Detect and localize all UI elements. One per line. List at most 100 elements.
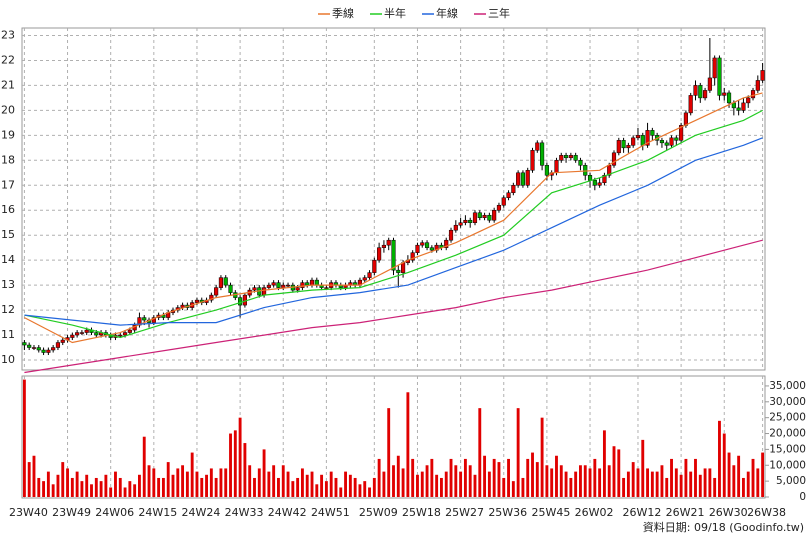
candle-body (453, 224, 458, 231)
volume-bar (694, 458, 697, 497)
y-tick-label: 15 (1, 228, 15, 241)
candle-body (736, 107, 741, 111)
x-tick-label: 24W15 (138, 506, 177, 519)
x-tick-label: 24W51 (311, 506, 350, 519)
candle-body (525, 170, 530, 186)
volume-bar (487, 471, 491, 497)
candle-body (324, 287, 329, 289)
candle-body (420, 242, 425, 246)
y-tick-label: 21 (1, 78, 15, 91)
volume-bar (363, 481, 367, 497)
volume-bar (550, 468, 554, 497)
volume-bar (51, 484, 55, 497)
candle-body (563, 155, 569, 159)
candle-body (223, 277, 228, 286)
candle-body (276, 282, 281, 288)
volume-bar (416, 474, 419, 497)
candle-body (22, 342, 27, 346)
y2-tick-label: 25,000 (769, 412, 806, 424)
x-tick-label: 25W45 (531, 506, 570, 519)
x-tick-label: 24W33 (225, 506, 264, 519)
candle-body (444, 239, 449, 248)
volume-bar (142, 436, 146, 497)
volume-bar (559, 465, 563, 497)
volume-bar (133, 484, 137, 497)
candle-body (573, 155, 578, 161)
volume-bar (741, 477, 745, 497)
volume-bar (732, 465, 736, 497)
volume-bar (353, 477, 357, 497)
volume-bar (535, 462, 539, 497)
volume-bar (626, 471, 630, 497)
volume-bar (569, 477, 573, 497)
volume-bar (37, 477, 41, 497)
candle-body (592, 180, 597, 186)
candle-body (424, 242, 430, 248)
candle-body (477, 212, 482, 218)
volume-bar (545, 465, 549, 497)
volume-bar (377, 458, 381, 497)
volume-bar (689, 471, 693, 497)
candle-body (698, 85, 703, 99)
volume-bar (646, 468, 649, 497)
volume-bar (387, 408, 391, 497)
y-tick-label: 10 (1, 353, 15, 366)
candle-body (468, 219, 473, 223)
volume-bar (315, 484, 319, 497)
volume-bar (291, 481, 295, 497)
candle-body (611, 152, 617, 166)
volume-bar (320, 474, 324, 497)
volume-bar (406, 392, 410, 497)
volume-bar (22, 379, 26, 497)
y2-tick-label: 15,000 (769, 443, 806, 455)
volume-bar (478, 408, 482, 497)
candle-body (84, 329, 89, 333)
candle-body (271, 282, 276, 286)
volume-bar (281, 465, 285, 497)
volume-bar (219, 468, 223, 497)
x-tick-label: 25W18 (402, 506, 441, 519)
volume-bar (660, 465, 664, 497)
volume-bar (348, 474, 352, 497)
volume-bar (650, 471, 654, 497)
volume-bar (641, 439, 645, 497)
candle-body (70, 334, 75, 338)
y2-tick-label: 20,000 (769, 428, 806, 440)
candle-body (707, 77, 712, 91)
candle-body (631, 137, 636, 146)
volume-bar (262, 449, 266, 497)
candle-body (396, 269, 401, 273)
candle-body (679, 125, 684, 141)
ma-line (24, 92, 763, 344)
volume-bar (382, 471, 386, 497)
volume-bar (737, 455, 741, 497)
volume-bar (161, 477, 165, 497)
volume-bar (339, 487, 343, 497)
candle-body (415, 244, 420, 253)
x-tick-label: 25W27 (445, 506, 484, 519)
volume-bar (248, 465, 252, 497)
volume-bar (214, 477, 218, 497)
volume-bar (296, 477, 300, 497)
volume-bar (334, 477, 338, 497)
ma-line (24, 137, 763, 326)
volume-bar (138, 474, 141, 497)
volume-bar (564, 471, 568, 497)
candle-body (194, 299, 200, 303)
candle-body (151, 317, 156, 323)
volume-bar (147, 465, 151, 497)
y-tick-label: 11 (1, 328, 15, 341)
volume-bar (684, 458, 688, 497)
candle-body (520, 172, 525, 186)
volume-bar (176, 468, 180, 497)
volume-bar (401, 468, 405, 497)
x-tick-label: 26W21 (666, 506, 705, 519)
x-tick-label: 24W06 (95, 506, 134, 519)
y-tick-label: 17 (1, 178, 15, 191)
candle-body (635, 135, 641, 139)
volume-bar (80, 481, 84, 497)
x-tick-label: 24W24 (182, 506, 221, 519)
legend-label: 三年 (488, 6, 510, 20)
candle-body (305, 282, 310, 286)
candle-body (597, 182, 602, 186)
